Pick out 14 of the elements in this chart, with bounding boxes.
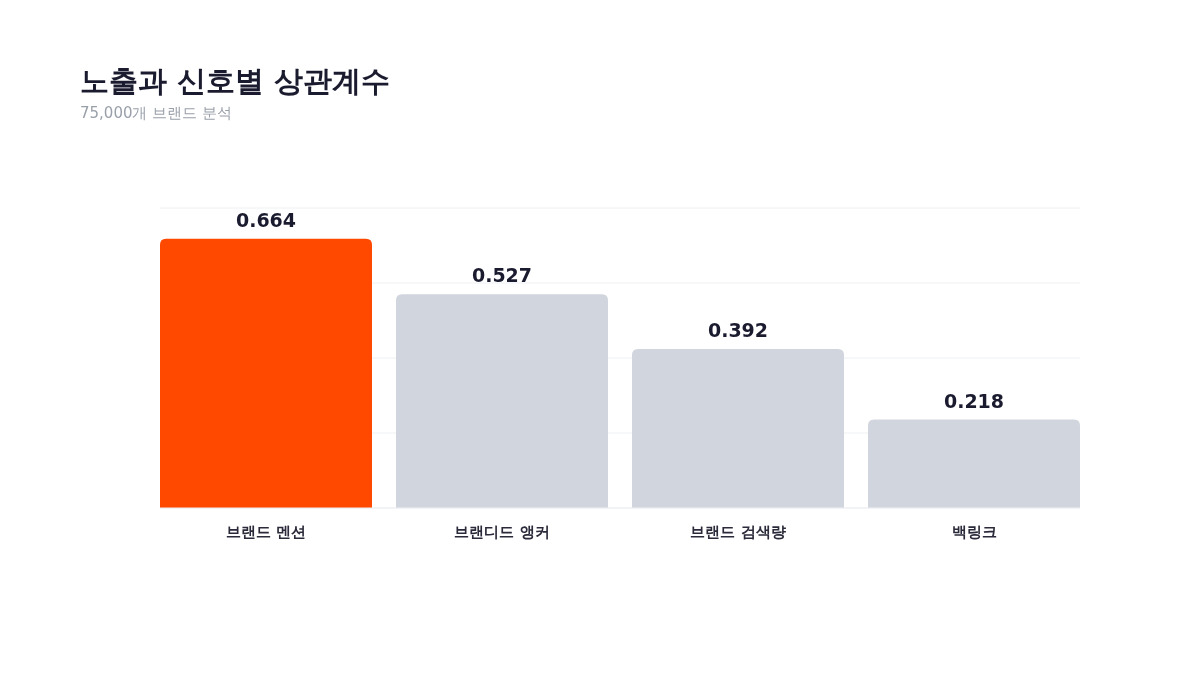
x-tick-label: 백링크 xyxy=(951,523,997,541)
x-tick-label: 브랜드 검색량 xyxy=(690,523,786,541)
bar xyxy=(396,294,608,508)
chart-subtitle: 75,000개 브랜드 분석 xyxy=(80,104,233,122)
x-tick-label: 브랜디드 앵커 xyxy=(454,523,550,541)
data-label: 0.664 xyxy=(235,208,297,231)
bar xyxy=(160,238,372,508)
bar xyxy=(632,349,844,508)
data-label: 0.218 xyxy=(943,389,1005,412)
data-label: 0.392 xyxy=(707,319,769,342)
data-label: 0.527 xyxy=(471,264,533,287)
bar xyxy=(868,419,1080,508)
chart-title: 노출과 신호별 상관계수 xyxy=(80,64,391,98)
x-tick-label: 브랜드 멘션 xyxy=(225,523,307,541)
